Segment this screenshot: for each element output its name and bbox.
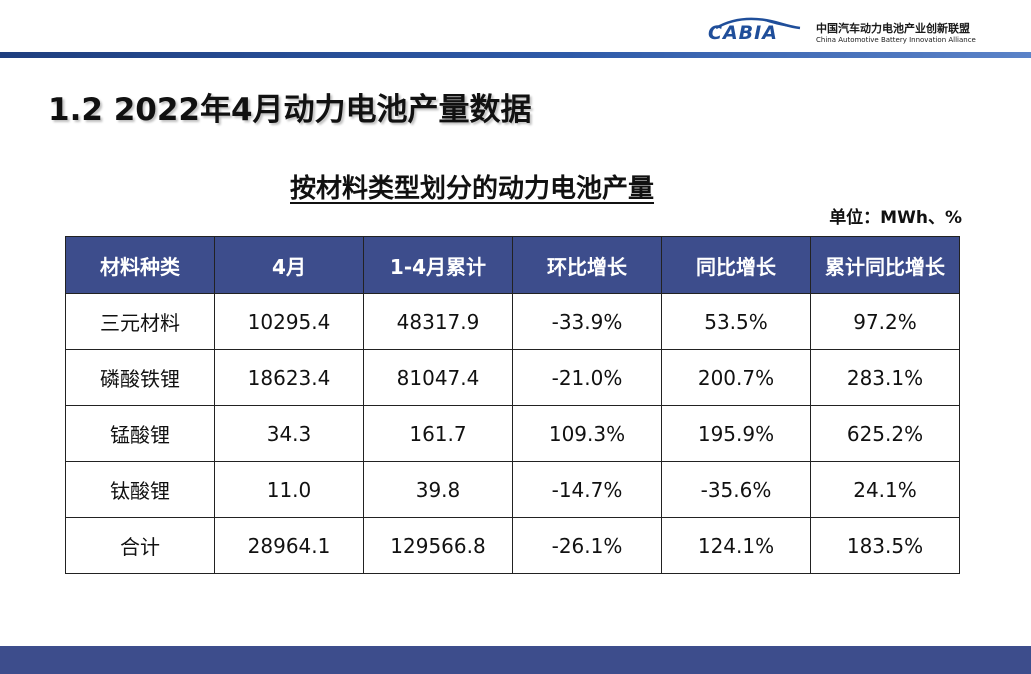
table-row: 三元材料 10295.4 48317.9 -33.9% 53.5% 97.2% [65,293,960,350]
cell-cumulative-yoy: 625.2% [810,405,960,462]
production-table: 材料种类 4月 1-4月累计 环比增长 同比增长 累计同比增长 三元材料 102… [65,236,960,574]
header-mom-growth: 环比增长 [512,236,662,294]
cell-cumulative: 161.7 [363,405,513,462]
header-yoy-growth: 同比增长 [661,236,811,294]
cell-material: 磷酸铁锂 [65,349,215,406]
table-title: 按材料类型划分的动力电池产量 [290,174,655,204]
cell-yoy: 195.9% [661,405,811,462]
cell-yoy: 53.5% [661,293,811,350]
header-rule [0,52,1031,58]
header-material: 材料种类 [65,236,215,294]
cell-yoy: 124.1% [661,517,811,574]
cell-material: 三元材料 [65,293,215,350]
table-header-row: 材料种类 4月 1-4月累计 环比增长 同比增长 累计同比增长 [65,236,960,294]
cell-cumulative-yoy: 24.1% [810,461,960,518]
cell-cumulative: 48317.9 [363,293,513,350]
table-row: 磷酸铁锂 18623.4 81047.4 -21.0% 200.7% 283.1… [65,349,960,406]
table-row: 锰酸锂 34.3 161.7 109.3% 195.9% 625.2% [65,405,960,462]
cell-april: 18623.4 [214,349,364,406]
car-logo-icon [715,17,801,30]
org-name-en: China Automotive Battery Innovation Alli… [816,36,976,44]
cell-mom: -14.7% [512,461,662,518]
cell-mom: -21.0% [512,349,662,406]
org-logo: CABIA 中国汽车动力电池产业创新联盟 China Automotive Ba… [690,8,1031,52]
cell-material: 钛酸锂 [65,461,215,518]
cell-cumulative-yoy: 183.5% [810,517,960,574]
cell-mom: -26.1% [512,517,662,574]
cell-april: 11.0 [214,461,364,518]
cell-april: 10295.4 [214,293,364,350]
cell-cumulative: 39.8 [363,461,513,518]
header-april: 4月 [214,236,364,294]
cell-april: 34.3 [214,405,364,462]
cell-cumulative-yoy: 97.2% [810,293,960,350]
cell-material: 锰酸锂 [65,405,215,462]
cell-material: 合计 [65,517,215,574]
header-cumulative-yoy-growth: 累计同比增长 [810,236,960,294]
cell-cumulative-yoy: 283.1% [810,349,960,406]
unit-label: 单位：MWh、% [829,208,962,228]
table-row: 钛酸锂 11.0 39.8 -14.7% -35.6% 24.1% [65,461,960,518]
header-jan-apr-cumulative: 1-4月累计 [363,236,513,294]
page-title: 1.2 2022年4月动力电池产量数据 [48,92,532,128]
logo-wordmark: CABIA [708,22,778,44]
table-row-total: 合计 28964.1 129566.8 -26.1% 124.1% 183.5% [65,517,960,574]
footer-band [0,646,1031,674]
org-name-cn: 中国汽车动力电池产业创新联盟 [816,22,970,35]
cell-yoy: -35.6% [661,461,811,518]
cell-mom: -33.9% [512,293,662,350]
cell-cumulative: 81047.4 [363,349,513,406]
cell-april: 28964.1 [214,517,364,574]
cell-mom: 109.3% [512,405,662,462]
cell-cumulative: 129566.8 [363,517,513,574]
cell-yoy: 200.7% [661,349,811,406]
